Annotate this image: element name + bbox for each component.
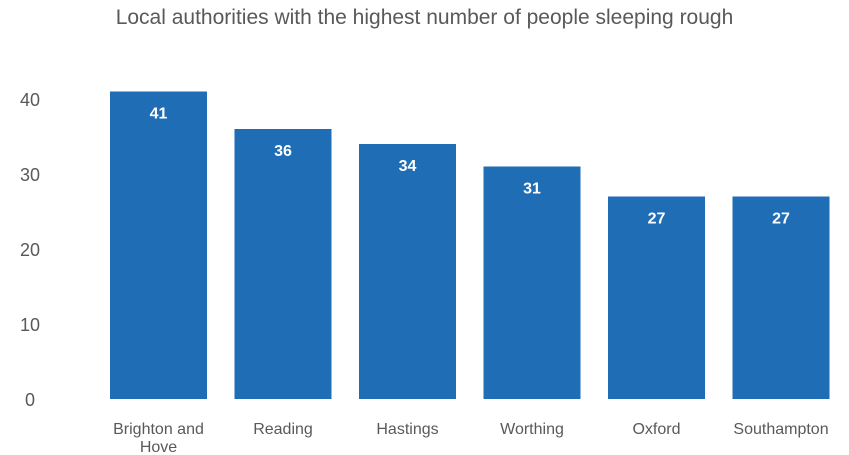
bar [110,91,207,399]
data-label: 34 [399,158,417,175]
data-label: 27 [648,211,666,228]
bars-group: 41 36 34 31 27 27 [110,91,830,399]
y-tick-label: 30 [20,165,40,185]
x-tick-label: Oxford [632,421,680,438]
chart-title: Local authorities with the highest numbe… [115,6,734,29]
data-label: 41 [150,106,168,123]
y-axis: 0 10 20 30 40 [20,90,40,410]
bar [359,144,456,399]
y-tick-label: 10 [20,315,40,335]
x-tick-label: Southampton [733,421,828,438]
x-tick-label: Worthing [500,421,564,438]
data-label: 27 [772,211,790,228]
x-tick-label: Reading [253,421,313,438]
x-axis: Brighton and Hove Reading Hastings Worthing O… [113,421,828,455]
data-label: 31 [523,181,541,198]
data-label: 36 [274,143,292,160]
y-tick-label: 0 [25,390,35,410]
bar [483,166,581,399]
bar [732,196,830,399]
x-tick-label: Brighton and Hove [113,421,204,455]
x-tick-label: Hastings [376,421,438,438]
bar [608,196,705,399]
bar [234,129,332,399]
y-tick-label: 20 [20,240,40,260]
y-tick-label: 40 [20,90,40,110]
